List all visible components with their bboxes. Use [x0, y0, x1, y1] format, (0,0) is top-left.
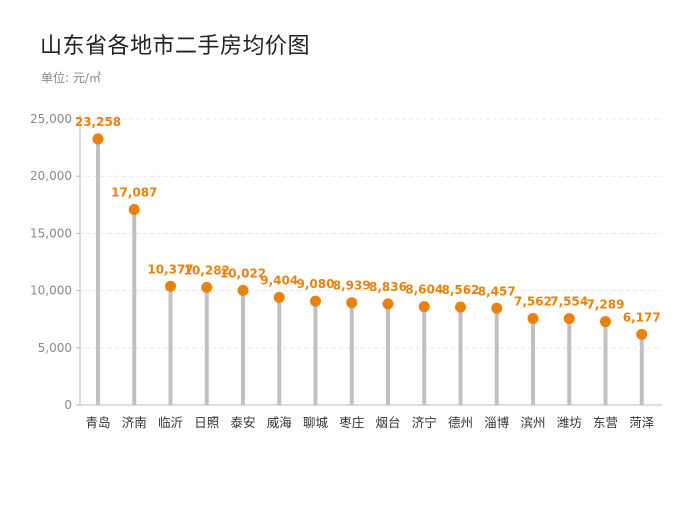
data-point-东营	[600, 316, 611, 328]
data-point-青岛	[92, 133, 104, 145]
x-tick-label-泰安: 泰安	[230, 415, 255, 430]
value-label-济宁: 8,604	[405, 283, 443, 297]
value-label-潍坊: 7,554	[550, 295, 588, 309]
y-tick-label: 20,000	[30, 169, 72, 183]
x-tick-label-烟台: 烟台	[375, 415, 400, 430]
stems	[96, 138, 644, 405]
data-point-泰安	[237, 284, 249, 296]
data-point-临沂	[165, 280, 176, 292]
value-label-临沂: 10,377	[147, 262, 193, 276]
y-tick-label: 25,000	[30, 112, 72, 126]
data-point-聊城	[310, 295, 321, 307]
value-label-济南: 17,087	[111, 186, 157, 200]
x-tick-label-威海: 威海	[267, 415, 293, 430]
x-tick-label-聊城: 聊城	[303, 415, 329, 430]
data-point-菏泽	[636, 328, 648, 340]
x-tick-label-东营: 东营	[593, 415, 618, 430]
value-label-聊城: 9,080	[297, 277, 335, 291]
value-label-威海: 9,404	[260, 273, 298, 287]
x-tick-label-菏泽: 菏泽	[629, 415, 654, 430]
data-point-济南	[128, 204, 140, 216]
x-tick-label-济南: 济南	[122, 415, 147, 430]
data-point-德州	[455, 301, 466, 313]
value-label-淄博: 8,457	[478, 284, 516, 298]
data-point-枣庄	[346, 297, 358, 309]
value-label-烟台: 8,836	[369, 280, 407, 294]
data-point-济宁	[418, 301, 430, 313]
y-tick-label: 10,000	[30, 284, 72, 298]
value-label-菏泽: 6,177	[623, 310, 661, 324]
y-tick-label: 0	[64, 398, 72, 412]
value-label-泰安: 10,022	[220, 266, 266, 280]
x-tick-label-滨州: 滨州	[520, 415, 545, 430]
data-point-日照	[201, 281, 213, 293]
y-tick-label: 15,000	[30, 226, 72, 240]
chart-unit-label: 单位: 元/㎡	[41, 71, 101, 85]
data-point-淄博	[491, 302, 503, 314]
x-tick-label-青岛: 青岛	[85, 415, 110, 430]
x-tick-label-淄博: 淄博	[484, 415, 510, 430]
data-point-滨州	[527, 312, 539, 324]
y-tick-label: 5,000	[38, 341, 72, 355]
gridlines	[80, 118, 662, 349]
value-label-枣庄: 8,939	[333, 279, 371, 293]
data-point-威海	[273, 291, 285, 303]
value-label-德州: 8,562	[442, 283, 480, 297]
x-tick-label-枣庄: 枣庄	[339, 415, 364, 430]
x-tick-label-潍坊: 潍坊	[557, 415, 582, 430]
data-point-潍坊	[563, 313, 575, 325]
x-tick-label-临沂: 临沂	[158, 415, 183, 430]
value-label-滨州: 7,562	[514, 294, 552, 308]
value-label-青岛: 23,258	[75, 115, 121, 129]
axes: 0 5,000 10,000 15,000 20,000 25,000	[30, 112, 662, 412]
chart-title: 山东省各地市二手房均价图	[40, 34, 311, 59]
data-points	[92, 133, 648, 340]
value-label-东营: 7,289	[587, 298, 625, 312]
value-label-日照: 10,282	[184, 263, 230, 277]
data-point-烟台	[382, 298, 394, 310]
data-labels: 23,258 青岛 17,087 济南 10,377 临沂 10,282 日照 10,022 泰安…	[75, 115, 661, 430]
x-tick-label-济宁: 济宁	[412, 415, 437, 430]
x-tick-label-德州: 德州	[448, 415, 473, 430]
x-tick-label-日照: 日照	[194, 415, 219, 430]
